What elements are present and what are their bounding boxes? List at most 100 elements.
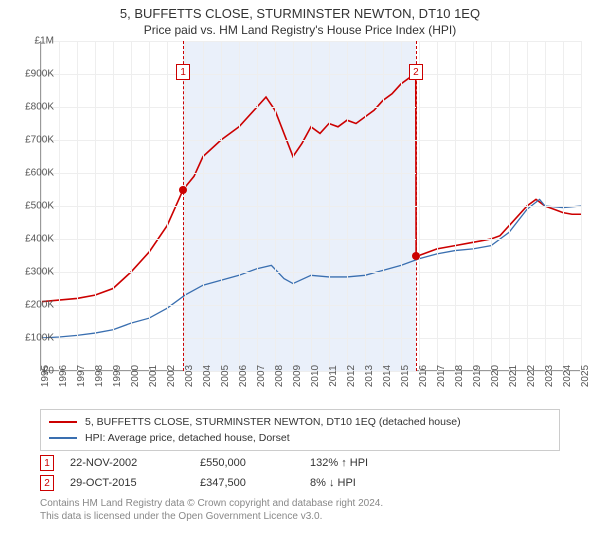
chart-subtitle: Price paid vs. HM Land Registry's House … bbox=[0, 23, 600, 37]
event-marker-box: 2 bbox=[40, 475, 54, 491]
x-axis-label: 2009 bbox=[292, 365, 303, 387]
gridline-v bbox=[563, 41, 564, 371]
gridline-v bbox=[95, 41, 96, 371]
x-axis-label: 2012 bbox=[346, 365, 357, 387]
legend-swatch bbox=[49, 421, 77, 423]
x-axis-label: 1999 bbox=[112, 365, 123, 387]
x-axis-label: 2013 bbox=[364, 365, 375, 387]
gridline-v bbox=[221, 41, 222, 371]
gridline-v bbox=[113, 41, 114, 371]
y-axis-label: £600K bbox=[25, 168, 54, 179]
x-axis-label: 2007 bbox=[256, 365, 267, 387]
y-axis-label: £200K bbox=[25, 300, 54, 311]
gridline-v bbox=[527, 41, 528, 371]
x-axis-label: 2015 bbox=[400, 365, 411, 387]
gridline-v bbox=[473, 41, 474, 371]
footer-line-1: Contains HM Land Registry data © Crown c… bbox=[40, 497, 560, 510]
x-axis-label: 2004 bbox=[202, 365, 213, 387]
legend-label: 5, BUFFETTS CLOSE, STURMINSTER NEWTON, D… bbox=[85, 414, 461, 430]
gridline-v bbox=[131, 41, 132, 371]
gridline-v bbox=[149, 41, 150, 371]
chart-container: 5, BUFFETTS CLOSE, STURMINSTER NEWTON, D… bbox=[0, 6, 600, 523]
x-axis-label: 2023 bbox=[544, 365, 555, 387]
gridline-v bbox=[311, 41, 312, 371]
gridline-v bbox=[401, 41, 402, 371]
gridline-v bbox=[239, 41, 240, 371]
legend: 5, BUFFETTS CLOSE, STURMINSTER NEWTON, D… bbox=[40, 409, 560, 451]
gridline-v bbox=[329, 41, 330, 371]
chart-area: 12 £0£100K£200K£300K£400K£500K£600K£700K… bbox=[40, 41, 600, 401]
x-axis-label: 2011 bbox=[328, 365, 339, 387]
x-axis-label: 1995 bbox=[40, 365, 51, 387]
event-date: 22-NOV-2002 bbox=[70, 457, 200, 469]
gridline-v bbox=[77, 41, 78, 371]
x-axis-label: 2010 bbox=[310, 365, 321, 387]
x-axis-label: 2000 bbox=[130, 365, 141, 387]
x-axis-label: 2006 bbox=[238, 365, 249, 387]
gridline-v bbox=[365, 41, 366, 371]
gridline-v bbox=[545, 41, 546, 371]
x-axis-label: 2016 bbox=[418, 365, 429, 387]
y-axis-label: £700K bbox=[25, 135, 54, 146]
gridline-v bbox=[581, 41, 582, 371]
x-axis-label: 2002 bbox=[166, 365, 177, 387]
x-axis-label: 1996 bbox=[58, 365, 69, 387]
event-hpi: 132% ↑ HPI bbox=[310, 457, 368, 469]
event-price: £347,500 bbox=[200, 477, 310, 489]
gridline-v bbox=[275, 41, 276, 371]
x-axis-label: 2018 bbox=[454, 365, 465, 387]
gridline-v bbox=[455, 41, 456, 371]
legend-row: HPI: Average price, detached house, Dors… bbox=[49, 430, 551, 446]
x-axis-label: 2017 bbox=[436, 365, 447, 387]
y-axis-label: £900K bbox=[25, 69, 54, 80]
legend-row: 5, BUFFETTS CLOSE, STURMINSTER NEWTON, D… bbox=[49, 414, 551, 430]
event-row: 1 22-NOV-2002£550,000132% ↑ HPI bbox=[40, 455, 560, 471]
y-axis-label: £300K bbox=[25, 267, 54, 278]
y-axis-label: £800K bbox=[25, 102, 54, 113]
gridline-v bbox=[509, 41, 510, 371]
marker-dot bbox=[179, 186, 187, 194]
y-axis-label: £100K bbox=[25, 333, 54, 344]
x-axis-label: 2024 bbox=[562, 365, 573, 387]
x-axis-label: 2025 bbox=[580, 365, 591, 387]
x-axis-label: 2001 bbox=[148, 365, 159, 387]
event-price: £550,000 bbox=[200, 457, 310, 469]
x-axis-label: 2022 bbox=[526, 365, 537, 387]
gridline-v bbox=[185, 41, 186, 371]
footer: Contains HM Land Registry data © Crown c… bbox=[40, 497, 560, 523]
gridline-v bbox=[383, 41, 384, 371]
marker-line bbox=[183, 41, 184, 371]
x-axis-label: 2005 bbox=[220, 365, 231, 387]
x-axis-label: 2020 bbox=[490, 365, 501, 387]
plot-area: 12 bbox=[40, 41, 580, 371]
marker-line bbox=[416, 41, 417, 371]
legend-swatch bbox=[49, 437, 77, 439]
gridline-v bbox=[203, 41, 204, 371]
gridline-v bbox=[167, 41, 168, 371]
x-axis-label: 1997 bbox=[76, 365, 87, 387]
marker-dot bbox=[412, 252, 420, 260]
events-table: 1 22-NOV-2002£550,000132% ↑ HPI 2 29-OCT-20… bbox=[40, 455, 560, 491]
event-hpi: 8% ↓ HPI bbox=[310, 477, 356, 489]
legend-label: HPI: Average price, detached house, Dors… bbox=[85, 430, 290, 446]
y-axis-label: £500K bbox=[25, 201, 54, 212]
chart-title: 5, BUFFETTS CLOSE, STURMINSTER NEWTON, D… bbox=[0, 6, 600, 21]
x-axis-label: 2019 bbox=[472, 365, 483, 387]
gridline-v bbox=[293, 41, 294, 371]
event-row: 2 29-OCT-2015£347,5008% ↓ HPI bbox=[40, 475, 560, 491]
gridline-v bbox=[419, 41, 420, 371]
y-axis-label: £400K bbox=[25, 234, 54, 245]
event-date: 29-OCT-2015 bbox=[70, 477, 200, 489]
gridline-v bbox=[257, 41, 258, 371]
x-axis-label: 2021 bbox=[508, 365, 519, 387]
x-axis-label: 1998 bbox=[94, 365, 105, 387]
event-marker-box: 1 bbox=[40, 455, 54, 471]
x-axis-label: 2003 bbox=[184, 365, 195, 387]
gridline-v bbox=[347, 41, 348, 371]
gridline-v bbox=[59, 41, 60, 371]
y-axis-label: £1M bbox=[35, 36, 54, 47]
x-axis-label: 2014 bbox=[382, 365, 393, 387]
marker-box: 1 bbox=[176, 64, 190, 80]
gridline-v bbox=[437, 41, 438, 371]
gridline-v bbox=[491, 41, 492, 371]
